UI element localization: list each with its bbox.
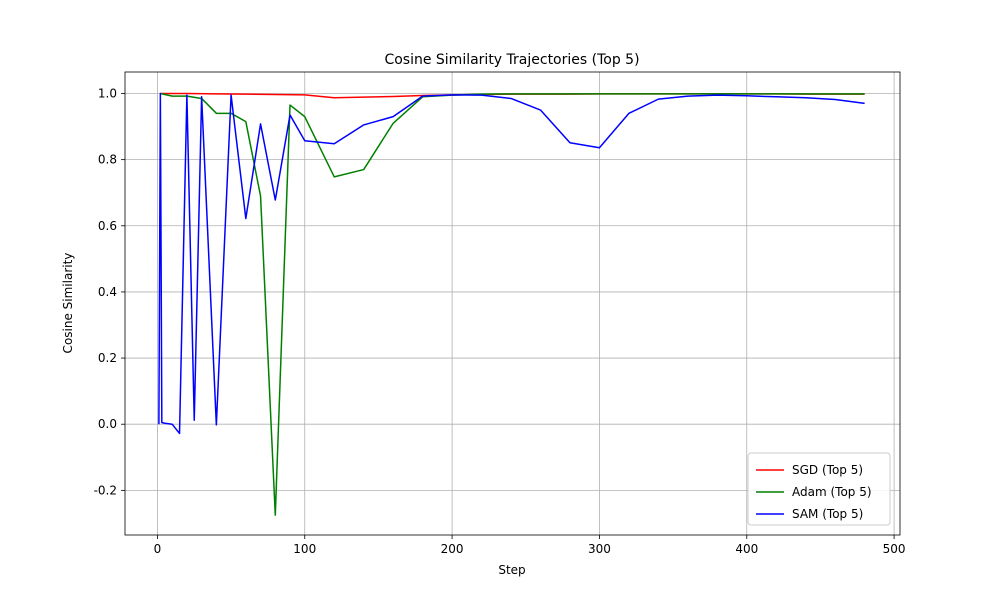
x-tick-label: 500 xyxy=(883,542,906,556)
y-tick-label: 0.0 xyxy=(98,417,117,431)
axes-frame xyxy=(124,71,901,536)
x-tick-label: 400 xyxy=(735,542,758,556)
x-tick-label: 0 xyxy=(154,542,162,556)
chart-title: Cosine Similarity Trajectories (Top 5) xyxy=(384,52,639,68)
x-tick-label: 300 xyxy=(588,542,611,556)
y-tick-label: 0.2 xyxy=(98,351,117,365)
series-line-3 xyxy=(158,92,865,435)
y-tick-label: 1.0 xyxy=(98,86,117,100)
y-tick-label: 0.6 xyxy=(98,219,117,233)
tick-marks: 0 100 200 300 400 500 -0.2 0.0 0.2 0.4 0.6 0.8 1.0 xyxy=(94,86,906,556)
y-axis-label: Cosine Similarity xyxy=(61,253,75,354)
x-axis-label: Step xyxy=(498,563,525,577)
axes-border xyxy=(124,71,901,536)
legend-label-2: Adam (Top 5) xyxy=(792,485,872,499)
legend-label-3: SAM (Top 5) xyxy=(792,507,863,521)
x-tick-label: 200 xyxy=(441,542,464,556)
y-tick-label: -0.2 xyxy=(94,483,117,497)
legend-box xyxy=(747,452,891,526)
legend-label-1: SGD (Top 5) xyxy=(792,463,863,477)
x-tick-label: 100 xyxy=(293,542,316,556)
legend: SGD (Top 5) Adam (Top 5) SAM (Top 5) xyxy=(747,452,891,526)
series-lines xyxy=(158,92,865,516)
y-tick-label: 0.4 xyxy=(98,285,117,299)
y-tick-label: 0.8 xyxy=(98,153,117,167)
